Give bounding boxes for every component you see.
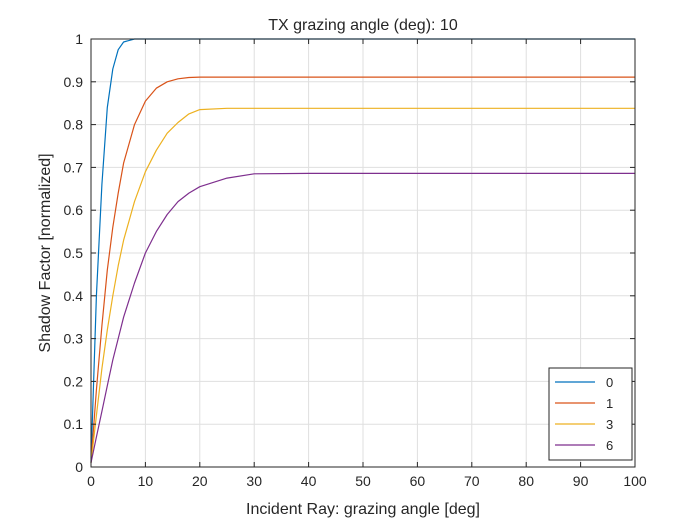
legend-label-3: 3 [606, 417, 613, 432]
y-tick-label: 0.6 [64, 202, 84, 218]
x-tick-label: 30 [246, 473, 262, 489]
legend-label-1: 1 [606, 396, 613, 411]
legend-label-0: 0 [606, 375, 613, 390]
x-tick-label: 10 [138, 473, 154, 489]
series-line-6 [90, 172, 635, 463]
x-tick-label: 40 [301, 473, 317, 489]
x-tick-label: 60 [410, 473, 426, 489]
y-tick-label: 0.1 [64, 416, 84, 432]
y-tick-label: 1 [75, 31, 83, 47]
x-tick-label: 50 [355, 473, 371, 489]
y-tick-label: 0.9 [64, 74, 84, 90]
chart-legend: 0 1 3 6 [548, 367, 633, 461]
y-axis-label: Shadow Factor [normalized] [37, 153, 54, 352]
legend-label-6: 6 [606, 438, 613, 453]
grid-lines [91, 39, 635, 467]
series-line-1 [90, 76, 635, 463]
x-tick-label: 0 [87, 473, 95, 489]
series-line-3 [90, 107, 635, 463]
y-tick-label: 0.5 [64, 245, 84, 261]
y-tick-label: 0.7 [64, 159, 84, 175]
y-tick-label: 0.3 [64, 331, 84, 347]
y-tick-label: 0.2 [64, 373, 84, 389]
x-tick-label: 20 [192, 473, 208, 489]
x-axis-label: Incident Ray: grazing angle [deg] [246, 501, 480, 518]
x-tick-label: 80 [518, 473, 534, 489]
y-tick-label: 0 [75, 459, 83, 475]
y-tick-label: 0.8 [64, 117, 84, 133]
y-tick-label: 0.4 [64, 288, 84, 304]
x-tick-label: 70 [464, 473, 480, 489]
x-tick-label: 90 [573, 473, 589, 489]
axis-ticks: 0 10 20 30 40 50 60 70 80 90 10000.10.20.30.40.50.… [64, 31, 647, 489]
x-tick-label: 100 [623, 473, 647, 489]
chart-title: TX grazing angle (deg): 10 [268, 17, 458, 34]
